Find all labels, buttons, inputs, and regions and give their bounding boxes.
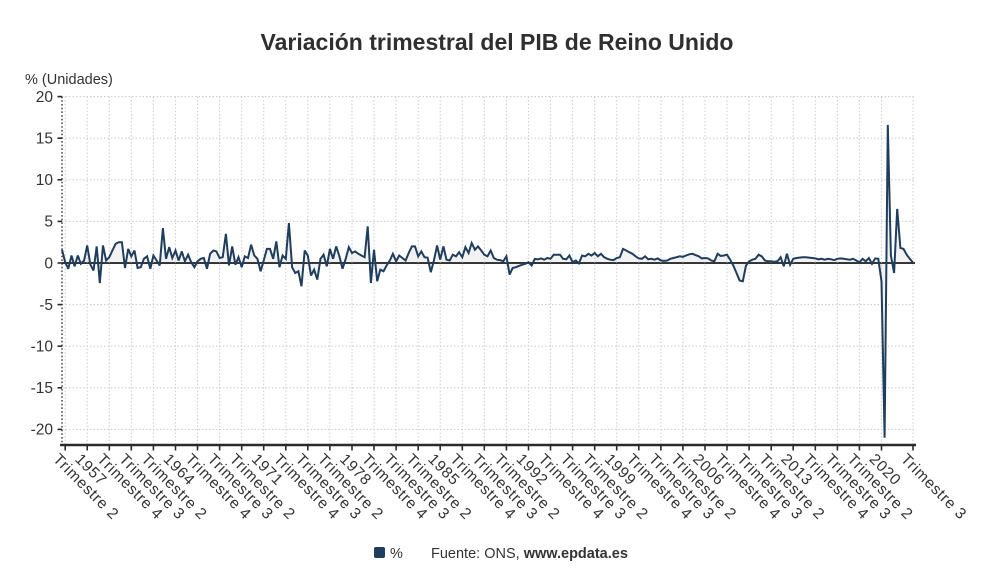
svg-text:-15: -15 [31,380,53,397]
svg-text:0: 0 [44,255,53,272]
svg-text:-20: -20 [31,422,54,439]
svg-text:Fuente: ONS, www.epdata.es: Fuente: ONS, www.epdata.es [431,546,628,562]
svg-text:-5: -5 [39,297,53,314]
svg-text:Variación trimestral del PIB d: Variación trimestral del PIB de Reino Un… [261,29,734,55]
svg-text:%: % [390,546,403,562]
svg-text:15: 15 [36,131,53,148]
svg-text:20: 20 [36,89,54,106]
svg-text:-10: -10 [31,339,54,356]
svg-text:5: 5 [44,214,53,231]
svg-text:10: 10 [36,172,54,189]
svg-text:% (Unidades): % (Unidades) [25,72,113,88]
